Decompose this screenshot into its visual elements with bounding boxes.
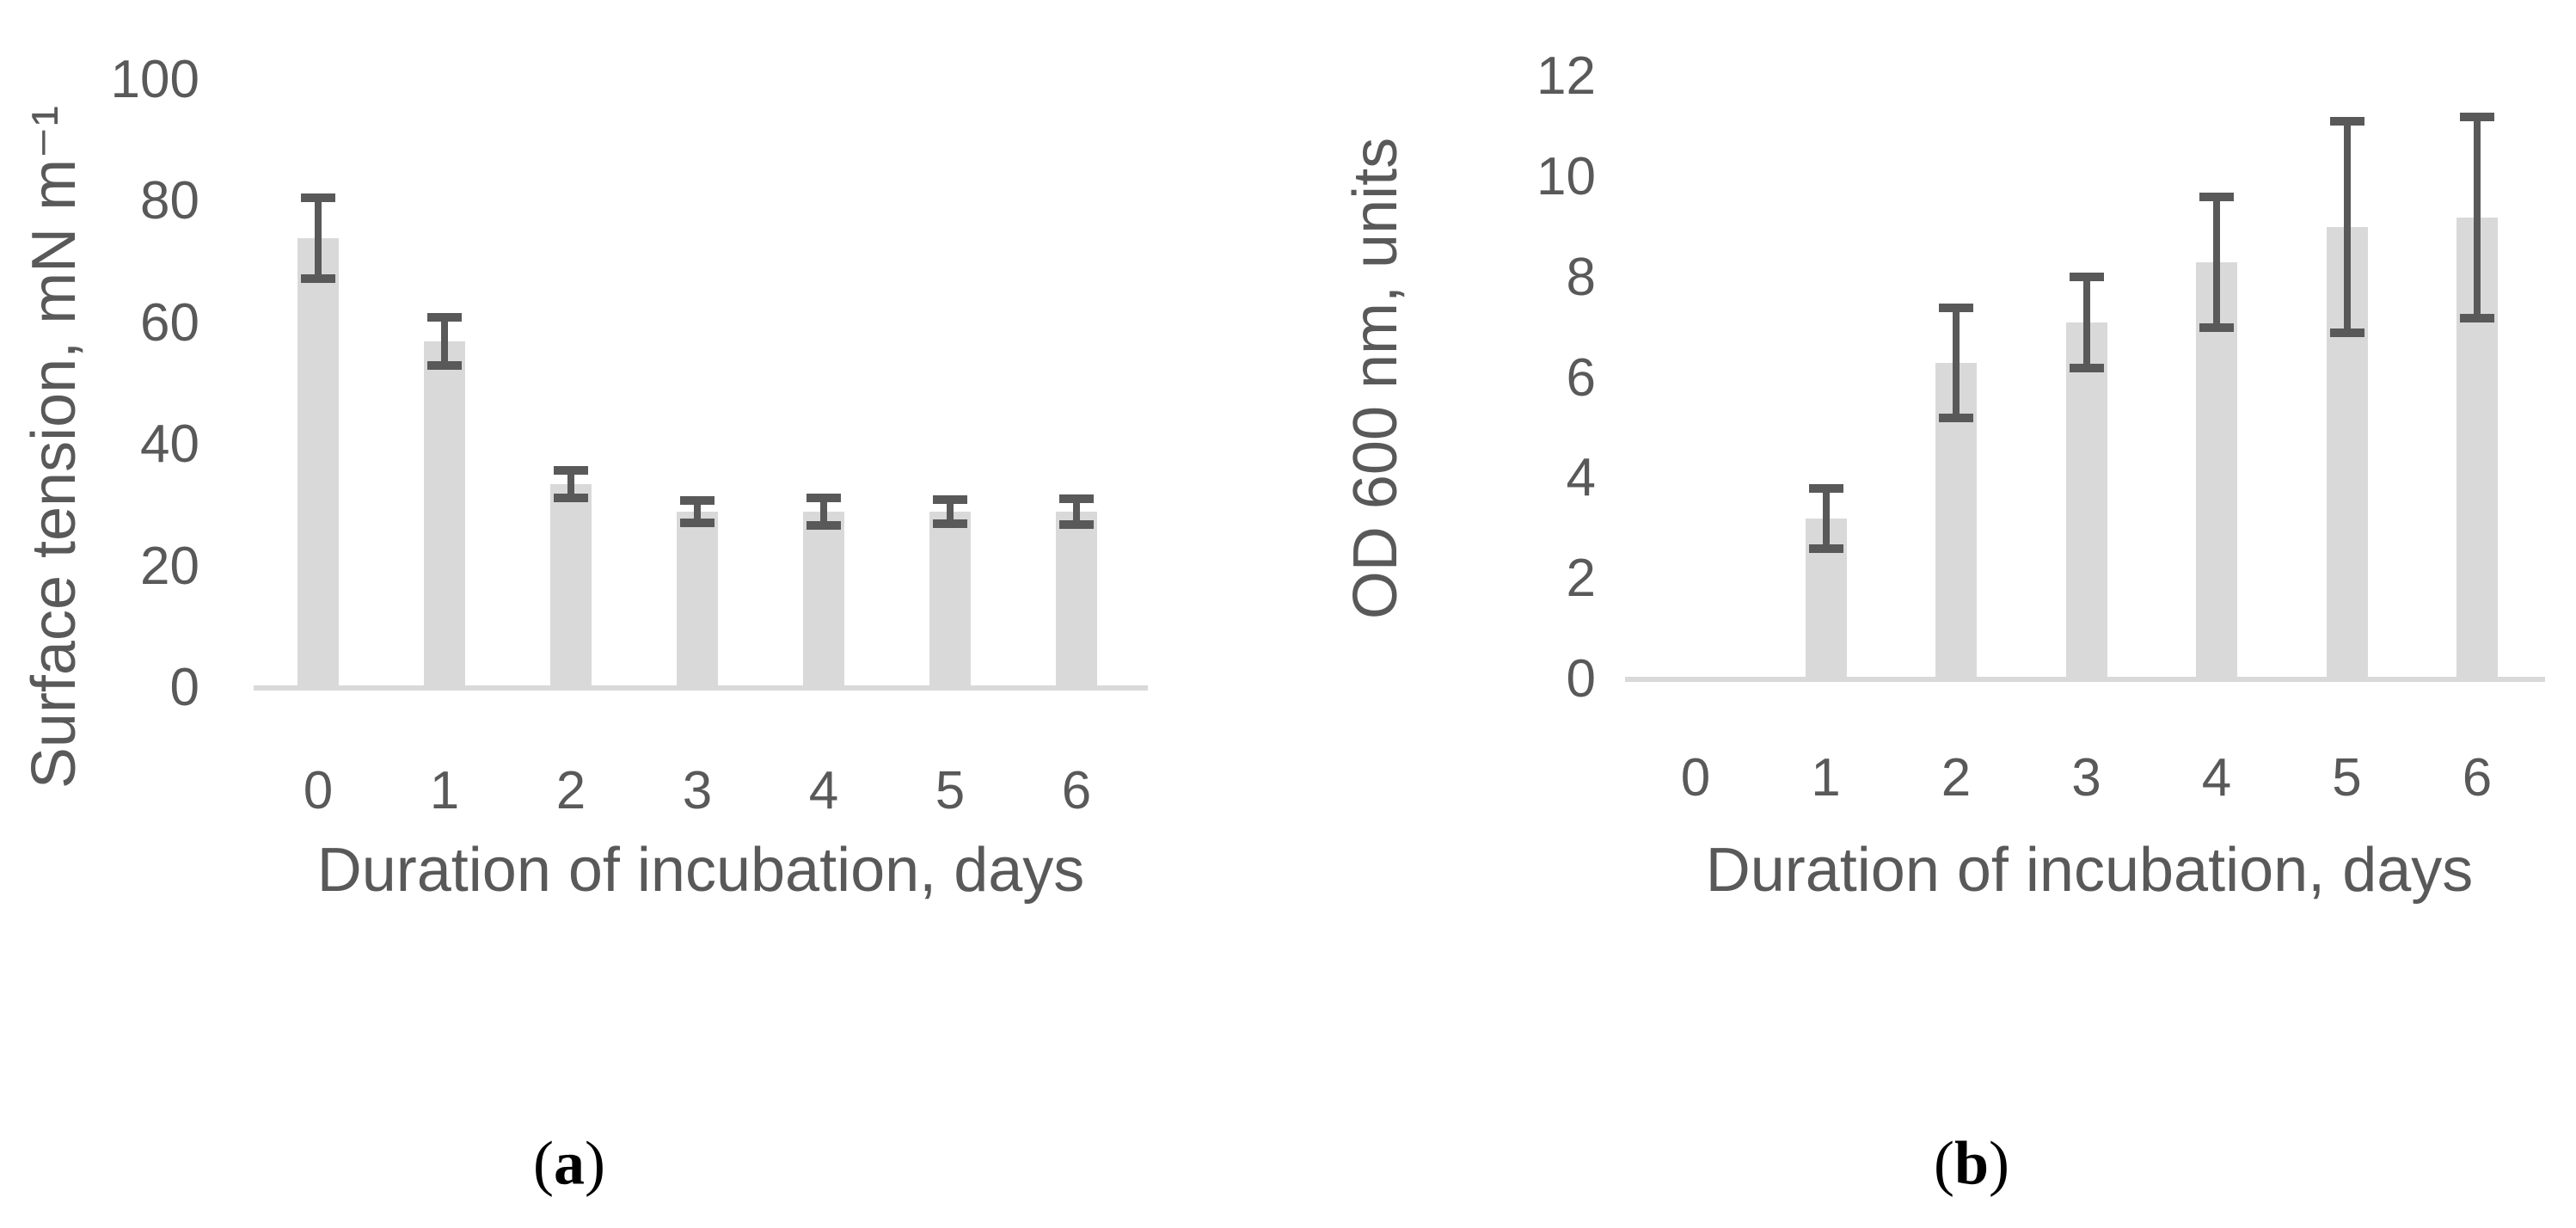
chart-b-error-cap-top-day-6 xyxy=(2460,113,2494,122)
chart-a-error-cap-bottom-day-1 xyxy=(427,361,462,371)
chart-b-error-cap-bottom-day-4 xyxy=(2199,322,2234,332)
chart-a-error-cap-top-day-6 xyxy=(1059,494,1094,504)
chart-a-error-cap-top-day-1 xyxy=(427,312,462,322)
chart-b-bar-day-3 xyxy=(2065,322,2107,679)
chart-b-error-cap-bottom-day-2 xyxy=(1939,414,1973,423)
caption-a-open-paren: ( xyxy=(533,1128,554,1198)
chart-a-x-tick-label: 0 xyxy=(303,761,334,820)
chart-b-x-tick-label: 3 xyxy=(2071,748,2101,807)
chart-a-error-bar-day-6 xyxy=(1073,499,1080,525)
chart-b-error-bar-day-3 xyxy=(2082,277,2090,368)
chart-b-x-tick-label: 1 xyxy=(1811,748,1841,807)
chart-a-bar-day-2 xyxy=(550,484,592,688)
chart-a-bar-day-0 xyxy=(297,238,339,688)
chart-a-error-cap-bottom-day-4 xyxy=(807,520,841,530)
chart-a-error-cap-bottom-day-5 xyxy=(933,519,967,529)
caption-a-close-paren: ) xyxy=(585,1128,605,1198)
chart-a-error-bar-day-0 xyxy=(315,198,322,279)
chart-a-error-cap-top-day-5 xyxy=(933,494,967,504)
caption-a-letter: a xyxy=(554,1128,585,1198)
chart-a-x-tick-label: 1 xyxy=(429,761,460,820)
chart-b-y-tick-label: 12 xyxy=(1536,46,1596,106)
chart-b-y-tick-label: 8 xyxy=(1566,247,1596,307)
chart-b-y-axis-title: OD 600 nm, units xyxy=(1341,137,1410,620)
chart-a-error-bar-day-4 xyxy=(820,498,827,525)
chart-a-error-bar-day-5 xyxy=(947,499,954,525)
chart-a-x-tick-label: 6 xyxy=(1061,761,1092,820)
chart-b-error-cap-top-day-4 xyxy=(2199,193,2234,202)
chart-b-error-cap-bottom-day-6 xyxy=(2460,313,2494,322)
chart-b-panel-caption: (b) xyxy=(1934,1128,2009,1200)
chart-b-bar-day-0 xyxy=(1675,677,1716,679)
chart-a-error-cap-top-day-3 xyxy=(680,496,715,506)
chart-b-error-bar-day-6 xyxy=(2474,117,2481,318)
chart-a-error-cap-bottom-day-2 xyxy=(554,494,588,503)
chart-b-error-cap-top-day-5 xyxy=(2329,117,2364,126)
chart-a-error-cap-top-day-4 xyxy=(807,494,841,503)
chart-a-x-axis-line xyxy=(254,685,1148,691)
chart-a-x-tick-label: 3 xyxy=(682,761,713,820)
chart-a-y-tick-label: 0 xyxy=(169,658,199,717)
chart-a-error-bar-day-1 xyxy=(441,316,448,366)
chart-b-y-tick-label: 2 xyxy=(1566,549,1596,609)
chart-a-y-tick-label: 20 xyxy=(140,536,199,596)
chart-b-error-bar-day-2 xyxy=(1953,307,1960,419)
chart-a-y-tick-label: 60 xyxy=(140,292,199,353)
caption-b-close-paren: ) xyxy=(1989,1128,2010,1198)
chart-a-error-cap-top-day-2 xyxy=(554,465,588,475)
chart-b-error-cap-top-day-3 xyxy=(2069,273,2104,282)
chart-a-y-tick-label: 40 xyxy=(140,414,199,475)
chart-a-error-cap-bottom-day-3 xyxy=(680,518,715,527)
chart-b-error-cap-bottom-day-5 xyxy=(2329,328,2364,337)
chart-b-error-bar-day-5 xyxy=(2343,121,2351,333)
chart-b-y-tick-label: 0 xyxy=(1566,649,1596,709)
chart-a-error-cap-top-day-0 xyxy=(301,193,335,203)
chart-a-error-bar-day-2 xyxy=(567,470,574,499)
chart-a-bar-day-5 xyxy=(929,512,971,688)
chart-a-x-tick-label: 5 xyxy=(935,761,966,820)
chart-a-x-tick-label: 4 xyxy=(808,761,839,820)
chart-a-bar-day-1 xyxy=(424,341,465,688)
chart-a-error-cap-bottom-day-6 xyxy=(1059,519,1094,529)
chart-b-x-axis-title: Duration of incubation, days xyxy=(1705,836,2474,905)
chart-b-x-tick-label: 6 xyxy=(2462,748,2493,807)
caption-b-open-paren: ( xyxy=(1933,1128,1954,1198)
chart-a-panel-caption: (a) xyxy=(533,1128,605,1200)
chart-b-x-tick-label: 0 xyxy=(1680,748,1711,807)
chart-b-x-tick-label: 4 xyxy=(2201,748,2232,807)
chart-a-error-cap-bottom-day-0 xyxy=(301,273,335,283)
chart-a-x-axis-title: Duration of incubation, days xyxy=(316,836,1085,905)
chart-b-error-cap-top-day-1 xyxy=(1808,483,1843,493)
chart-b-error-cap-top-day-2 xyxy=(1939,303,1973,312)
chart-a-bar-day-4 xyxy=(803,512,844,688)
chart-a-y-tick-label: 100 xyxy=(110,50,199,109)
chart-b-y-tick-label: 6 xyxy=(1566,347,1596,408)
chart-a-y-tick-label: 80 xyxy=(140,171,199,231)
chart-b-error-cap-bottom-day-1 xyxy=(1808,544,1843,554)
chart-b-x-tick-label: 2 xyxy=(1941,748,1972,807)
chart-b-x-axis-line xyxy=(1625,677,2545,682)
chart-b-error-bar-day-4 xyxy=(2213,197,2220,328)
chart-a-bar-day-6 xyxy=(1056,512,1097,688)
chart-b-error-bar-day-1 xyxy=(1822,488,1830,550)
chart-b-error-cap-bottom-day-3 xyxy=(2069,363,2104,372)
chart-a-error-bar-day-3 xyxy=(694,500,701,523)
chart-a-x-tick-label: 2 xyxy=(555,761,586,820)
chart-b-x-tick-label: 5 xyxy=(2332,748,2362,807)
chart-a-bar-day-3 xyxy=(677,512,718,688)
caption-b-letter: b xyxy=(1953,1128,1990,1198)
chart-b-y-tick-label: 4 xyxy=(1566,448,1596,508)
chart-b-y-tick-label: 10 xyxy=(1536,146,1596,206)
